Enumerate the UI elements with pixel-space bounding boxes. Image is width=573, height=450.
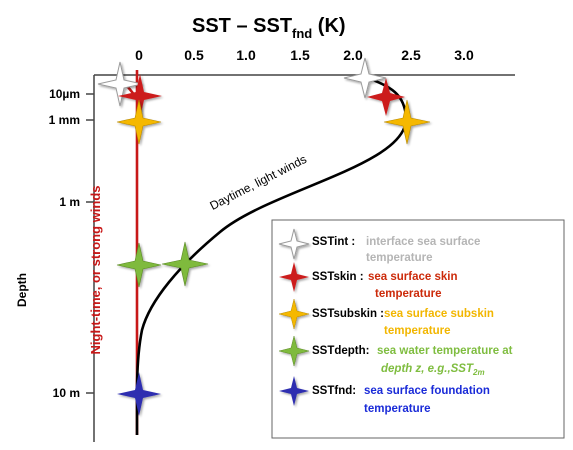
x-tick-label: 0.5 [184, 47, 204, 63]
legend-desc-line1: sea surface foundation [364, 385, 490, 397]
legend-term: SSTsubskin : [312, 308, 384, 320]
green-star-icon [278, 335, 310, 367]
y-tick-label: 1 mm [49, 113, 80, 127]
legend-desc-line1: sea water temperature at [377, 345, 513, 357]
legend-item-sst-fnd: SSTfnd: sea surface foundation temperatu… [279, 376, 490, 415]
legend-term: SSTfnd: [312, 385, 356, 397]
day-annotation: Daytime, light winds [207, 152, 308, 213]
night-annotation: Night-time, or strong winds [88, 186, 103, 355]
legend-box [271, 219, 565, 439]
sst-skin-star-night [118, 74, 162, 118]
legend-item-sst-skin: SSTskin : sea surface skin temperature [279, 262, 458, 300]
legend-desc-line2: temperature [366, 252, 432, 264]
sst-fnd-star [117, 372, 161, 416]
legend-term: SSTdepth: [312, 345, 370, 357]
sst-subskin-star-night [116, 99, 162, 145]
y-tick-label: 10µm [49, 87, 80, 101]
legend-desc-line2: depth z, e.g.,SST2m [381, 363, 485, 377]
legend-desc-line1: sea surface subskin [384, 308, 494, 320]
sst-depth-star-night [116, 242, 162, 288]
legend: SSTint : interface sea surface temperatu… [271, 219, 565, 439]
legend-desc-line2-main: depth z, e.g.,SST [381, 363, 474, 375]
sst-subskin-star-day [383, 99, 431, 145]
y-tick-labels: 10µm 1 mm 1 m 10 m [49, 87, 80, 400]
markers [97, 57, 431, 416]
title-main: SST – SST [192, 15, 292, 37]
legend-desc-line1: sea surface skin [368, 271, 458, 283]
legend-desc-line2: temperature [375, 288, 441, 300]
x-tick-label: 2.0 [343, 47, 363, 63]
legend-term: SSTint : [312, 236, 355, 248]
sst-skin-star-day [367, 78, 405, 116]
y-tick-label: 1 m [59, 195, 80, 209]
legend-item-sst-depth: SSTdepth: sea water temperature at depth… [278, 335, 513, 377]
y-tick-label: 10 m [53, 386, 80, 400]
title-unit: (K) [312, 15, 345, 37]
x-tick-label: 0 [135, 47, 143, 63]
legend-item-sst-subskin: SSTsubskin : sea surface subskin tempera… [278, 298, 494, 337]
legend-desc-line1: interface sea surface [366, 236, 480, 248]
legend-desc-line2: temperature [384, 325, 450, 337]
legend-item-sst-int: SSTint : interface sea surface temperatu… [278, 228, 480, 264]
sst-depth-star-day [161, 241, 209, 287]
x-tick-labels: 0 0.5 1.0 1.5 2.0 2.5 3.0 [135, 47, 474, 63]
diagram-title: SST – SSTfnd (K) [192, 15, 346, 41]
title-subscript: fnd [292, 26, 312, 41]
legend-term: SSTskin : [312, 271, 364, 283]
x-tick-label: 2.5 [401, 47, 421, 63]
sst-int-star-night [97, 61, 143, 107]
axes [86, 74, 515, 442]
blue-star-icon [279, 376, 309, 406]
yellow-star-icon [278, 298, 310, 330]
x-tick-label: 1.5 [290, 47, 310, 63]
legend-desc-line2: temperature [364, 403, 430, 415]
red-star-icon [279, 262, 309, 292]
sst-int-star-day [343, 57, 387, 99]
x-tick-label: 3.0 [454, 47, 474, 63]
legend-desc-line2-sub: 2m [472, 368, 485, 377]
y-axis-label: Depth [15, 273, 29, 307]
white-star-icon [278, 228, 310, 260]
x-tick-label: 1.0 [236, 47, 256, 63]
